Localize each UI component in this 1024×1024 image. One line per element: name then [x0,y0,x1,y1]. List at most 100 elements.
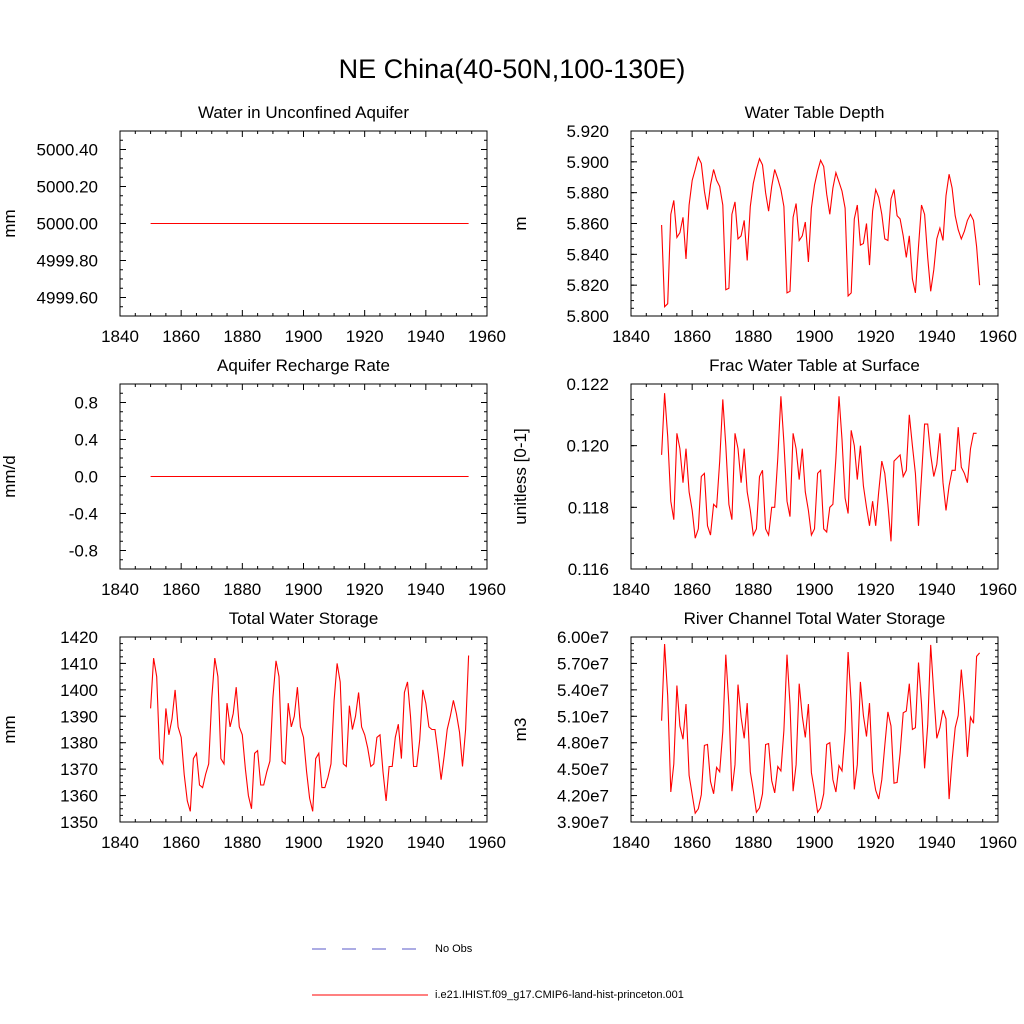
y-tick-label: 5.900 [566,153,609,172]
x-tick-label: 1840 [101,327,139,346]
x-tick-label: 1960 [468,327,506,346]
x-tick-label: 1880 [223,833,261,852]
y-tick-label: 0.120 [566,437,609,456]
y-tick-label: 5000.00 [37,215,98,234]
x-tick-label: 1940 [407,580,445,599]
y-tick-label: 3.90e7 [557,813,609,832]
x-tick-label: 1860 [673,580,711,599]
panel-title: Total Water Storage [229,609,379,628]
y-tick-label: 5.860 [566,215,609,234]
x-tick-label: 1900 [796,580,834,599]
x-tick-label: 1920 [346,833,384,852]
x-tick-label: 1940 [918,833,956,852]
x-tick-label: 1960 [468,580,506,599]
y-tick-label: 1410 [60,654,98,673]
y-tick-label: 5000.40 [37,141,98,160]
y-tick-label: 4.20e7 [557,787,609,806]
y-tick-label: 6.00e7 [557,628,609,647]
chart-panel-1: Water in Unconfined Aquifer mm 1840 1860 188… [0,103,506,346]
x-tick-label: 1940 [407,833,445,852]
y-axis-label: mm [0,209,19,237]
x-tick-label: 1840 [612,327,650,346]
x-tick-label: 1900 [285,327,323,346]
x-tick-label: 1840 [101,833,139,852]
y-tick-label: 1390 [60,707,98,726]
x-tick-label: 1860 [673,327,711,346]
chart-panel-4: Frac Water Table at Surface unitless [0-1… [511,356,1017,599]
panel-title: River Channel Total Water Storage [684,609,946,628]
y-tick-label: 4999.60 [37,289,98,308]
series-line [661,155,981,308]
x-tick-label: 1840 [101,580,139,599]
x-tick-label: 1900 [285,833,323,852]
y-tick-label: 5.10e7 [557,707,609,726]
x-tick-label: 1960 [979,327,1017,346]
x-tick-label: 1900 [796,833,834,852]
y-tick-label: 1380 [60,734,98,753]
series-line [150,655,470,812]
x-tick-label: 1960 [979,580,1017,599]
x-tick-label: 1840 [612,833,650,852]
chart-panel-6: River Channel Total Water Storage m3 1840 1… [511,609,1017,852]
panel-title: Water Table Depth [745,103,885,122]
figure-title: NE China(40-50N,100-130E) [338,54,686,84]
x-tick-label: 1940 [918,327,956,346]
x-tick-label: 1960 [979,833,1017,852]
x-tick-label: 1880 [223,327,261,346]
x-tick-label: 1940 [918,580,956,599]
x-tick-label: 1880 [734,327,772,346]
x-tick-label: 1860 [162,833,200,852]
y-tick-label: -0.8 [69,542,98,561]
y-tick-label: 5.920 [566,122,609,141]
x-tick-label: 1900 [285,580,323,599]
y-tick-label: 0.122 [566,375,609,394]
series-line [661,393,977,542]
y-axis-label: mm/d [0,455,19,498]
x-tick-label: 1920 [346,327,384,346]
chart-panel-5: Total Water Storage mm 1840 1860 1880 1900 192… [0,609,506,852]
y-tick-label: 5.40e7 [557,681,609,700]
x-tick-label: 1860 [673,833,711,852]
x-tick-label: 1860 [162,327,200,346]
y-axis-label: m3 [511,718,530,742]
x-tick-label: 1880 [223,580,261,599]
panel-title: Water in Unconfined Aquifer [198,103,409,122]
y-tick-label: -0.4 [69,505,98,524]
panel-title: Aquifer Recharge Rate [217,356,390,375]
x-tick-label: 1960 [468,833,506,852]
y-axis-label: unitless [0-1] [511,428,530,524]
x-tick-label: 1920 [857,833,895,852]
plot-frame [630,130,999,317]
y-axis-label: mm [0,715,19,743]
y-tick-label: 0.4 [74,431,98,450]
x-tick-label: 1860 [162,580,200,599]
y-tick-label: 1420 [60,628,98,647]
series-line [661,643,981,815]
y-tick-label: 1350 [60,813,98,832]
y-tick-label: 4999.80 [37,252,98,271]
x-tick-label: 1920 [346,580,384,599]
x-tick-label: 1900 [796,327,834,346]
chart-panel-2: Water Table Depth m 1840 1860 1880 1900 1920 19… [511,103,1017,346]
y-tick-label: 5.800 [566,307,609,326]
y-tick-label: 5.820 [566,276,609,295]
y-tick-label: 4.80e7 [557,734,609,753]
x-tick-label: 1920 [857,327,895,346]
y-tick-label: 5.840 [566,245,609,264]
y-tick-label: 0.8 [74,394,98,413]
y-tick-label: 5.880 [566,184,609,203]
y-tick-label: 0.118 [568,498,609,517]
x-tick-label: 1880 [734,580,772,599]
x-tick-label: 1880 [734,833,772,852]
x-tick-label: 1940 [407,327,445,346]
chart-panel-3: Aquifer Recharge Rate mm/d 1840 1860 1880 190… [0,356,506,599]
y-axis-label: m [511,216,530,230]
y-tick-label: 5000.20 [37,178,98,197]
y-tick-label: 1360 [60,787,98,806]
y-tick-label: 1400 [60,681,98,700]
y-tick-label: 1370 [60,760,98,779]
y-tick-label: 0.116 [568,560,609,579]
x-tick-label: 1840 [612,580,650,599]
